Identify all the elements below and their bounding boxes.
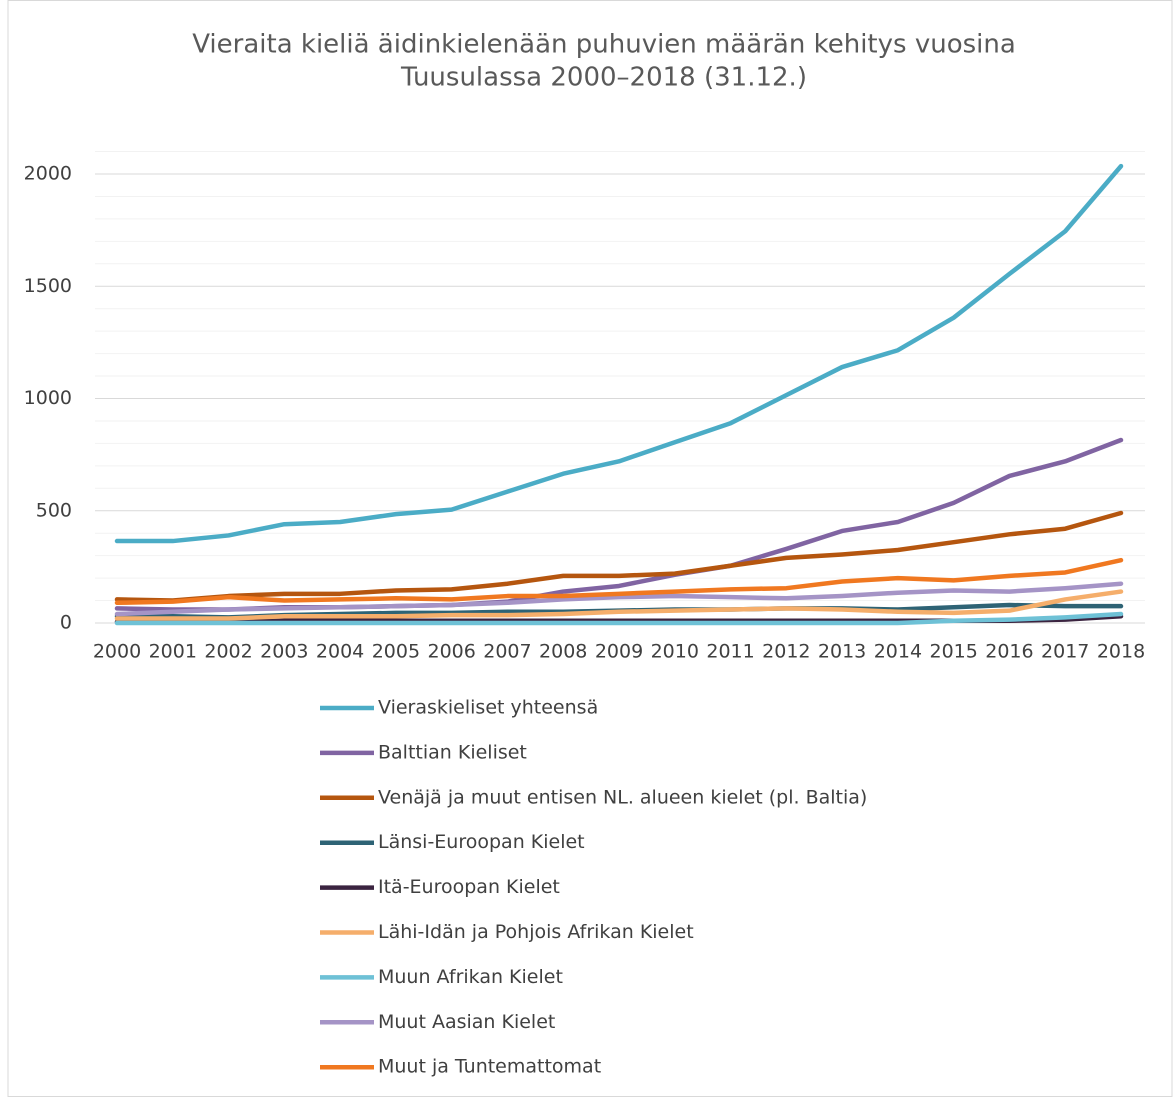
x-tick-label: 2002 (204, 641, 252, 663)
x-tick-label: 2003 (260, 641, 308, 663)
y-tick-label: 0 (60, 612, 72, 634)
x-tick-label: 2001 (149, 641, 197, 663)
chart-frame (7, 0, 1173, 1097)
series-line (114, 589, 1124, 621)
x-tick-label: 2010 (651, 641, 699, 663)
x-tick-label: 2005 (372, 641, 420, 663)
legend-label: Vieraskieliset yhteensä (378, 697, 598, 719)
x-tick-label: 2016 (985, 641, 1033, 663)
series-line (114, 581, 1124, 617)
y-tick-label: 1000 (24, 387, 72, 409)
x-tick-label: 2018 (1097, 641, 1145, 663)
y-tick-label: 1500 (24, 275, 72, 297)
legend-label: Itä-Euroopan Kielet (378, 876, 560, 898)
legend-label: Lähi-Idän ja Pohjois Afrikan Kielet (378, 921, 694, 943)
series-line (114, 163, 1124, 544)
chart-title: Vieraita kieliä äidinkielenään puhuvien … (192, 30, 1016, 60)
x-tick-label: 2017 (1041, 641, 1089, 663)
x-tick-label: 2009 (595, 641, 643, 663)
y-tick-label: 500 (36, 499, 72, 521)
x-tick-label: 2012 (762, 641, 810, 663)
legend-label: Muut ja Tuntemattomat (378, 1056, 601, 1078)
series-line (114, 557, 1124, 606)
legend-label: Muun Afrikan Kielet (378, 966, 563, 988)
x-tick-label: 2008 (539, 641, 587, 663)
legend-label: Länsi-Euroopan Kielet (378, 831, 585, 853)
legend-label: Muut Aasian Kielet (378, 1011, 555, 1033)
x-tick-label: 2000 (93, 641, 141, 663)
x-tick-label: 2015 (929, 641, 977, 663)
x-tick-label: 2004 (316, 641, 364, 663)
chart-title: Tuusulassa 2000–2018 (31.12.) (400, 63, 807, 93)
series-line (114, 510, 1124, 603)
x-tick-label: 2013 (818, 641, 866, 663)
legend-label: Venäjä ja muut entisen NL. alueen kielet… (378, 786, 867, 808)
x-tick-label: 2011 (706, 641, 754, 663)
x-tick-label: 2006 (427, 641, 475, 663)
x-tick-label: 2014 (874, 641, 922, 663)
x-tick-label: 2007 (483, 641, 531, 663)
y-tick-label: 2000 (24, 163, 72, 185)
legend-label: Balttian Kieliset (378, 741, 527, 763)
series-line (114, 611, 1124, 626)
